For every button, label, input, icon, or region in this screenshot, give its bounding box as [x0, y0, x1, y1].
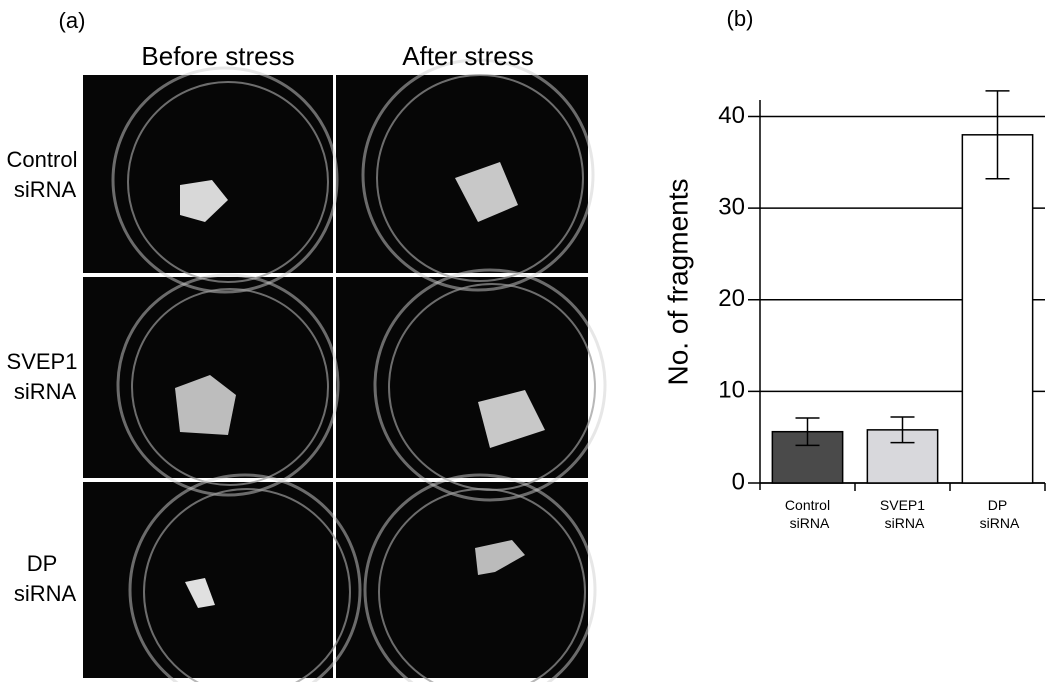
dish [363, 473, 597, 687]
photo [336, 482, 588, 678]
dish [131, 288, 329, 486]
panel-label: (a) [59, 8, 86, 33]
dish [373, 268, 607, 502]
sheet [180, 180, 228, 222]
row-label: DP siRNA [8, 551, 77, 606]
dish [128, 473, 362, 687]
x-tick-label: DP siRNA [976, 497, 1020, 531]
y-tick-label: 40 [718, 102, 745, 129]
sheet [455, 162, 518, 222]
y-axis-label: No. of fragments [662, 179, 693, 386]
dish [378, 488, 586, 687]
x-tick-label: SVEP1 siRNA [880, 497, 925, 531]
sheet [185, 578, 215, 608]
dish [116, 273, 340, 497]
dish [361, 58, 595, 292]
sheet [175, 375, 236, 435]
photo [83, 75, 333, 273]
row-label: Control siRNA [7, 147, 78, 202]
photo [336, 75, 588, 273]
bar [961, 134, 1034, 484]
dish [376, 74, 584, 282]
sheet [475, 540, 525, 575]
sheet [478, 390, 545, 448]
y-tick-label: 20 [718, 285, 745, 312]
dish [111, 66, 339, 294]
panel-label: (b) [727, 6, 754, 31]
y-tick-label: 30 [718, 193, 745, 220]
y-tick-label: 10 [718, 377, 745, 404]
y-tick-label: 0 [732, 468, 745, 495]
dish [143, 488, 351, 687]
photo [336, 277, 588, 478]
column-label: After stress [402, 41, 533, 71]
photo-grid [83, 58, 607, 687]
dish [127, 81, 329, 283]
bar [866, 429, 939, 484]
column-label: Before stress [141, 41, 294, 71]
x-tick-label: Control siRNA [785, 497, 830, 531]
row-label: SVEP1 siRNA [7, 349, 78, 404]
photo [83, 482, 333, 678]
